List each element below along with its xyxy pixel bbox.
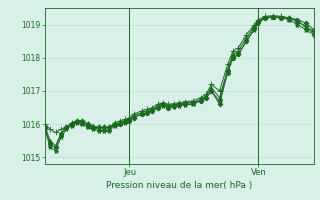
X-axis label: Pression niveau de la mer( hPa ): Pression niveau de la mer( hPa ) xyxy=(106,181,252,190)
